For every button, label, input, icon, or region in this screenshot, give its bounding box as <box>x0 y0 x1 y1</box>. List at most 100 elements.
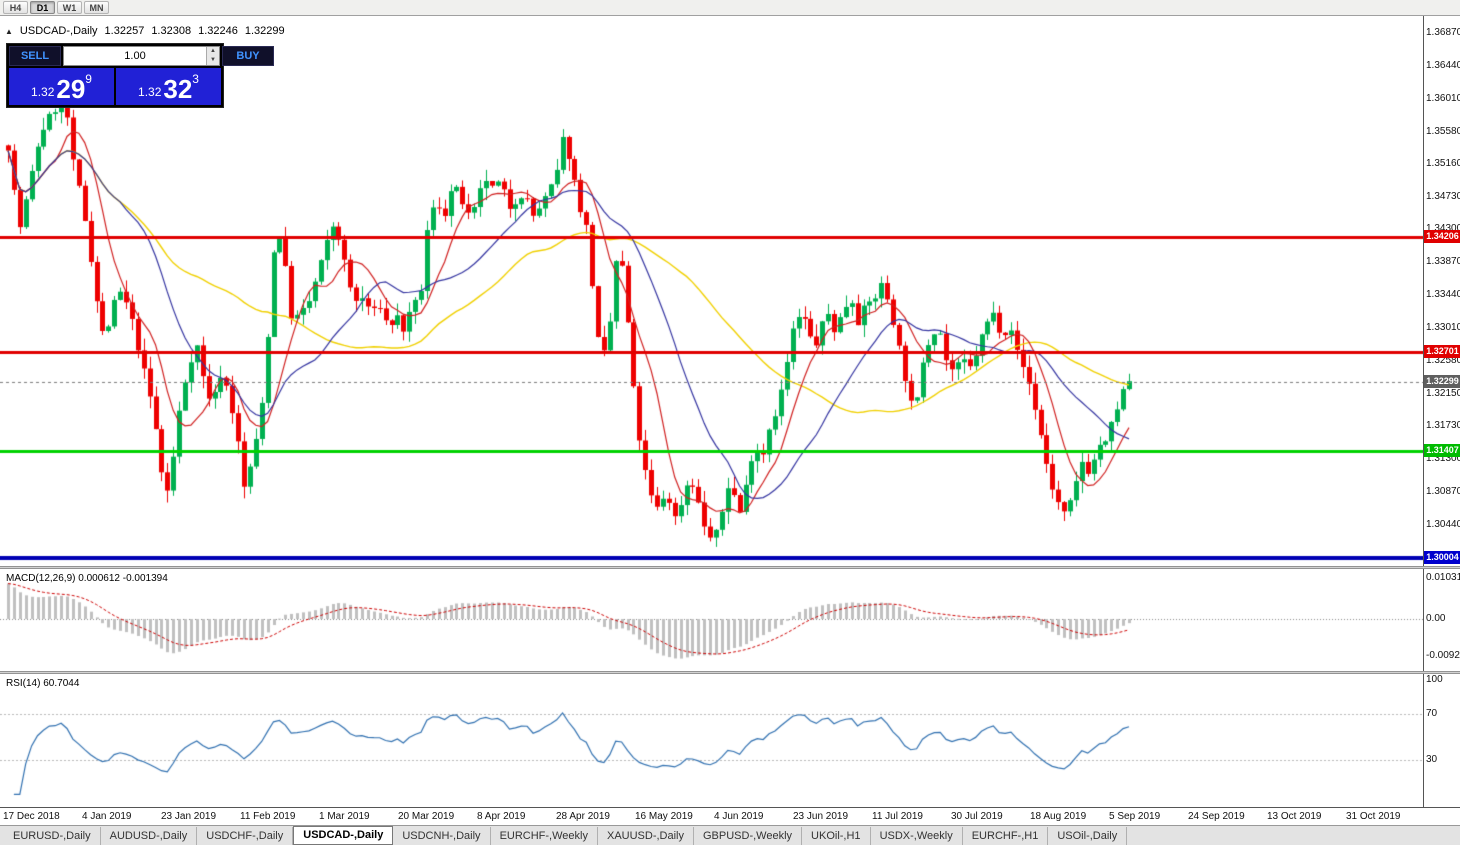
chart-tabs-bar: EURUSD-,Daily AUDUSD-,Daily USDCHF-,Daily U… <box>0 825 1460 845</box>
sell-button[interactable]: SELL <box>9 46 61 66</box>
price-tag-1.34206: 1.34206 <box>1424 229 1460 243</box>
chart-tab-usoil-daily[interactable]: USOil-,Daily <box>1048 826 1128 845</box>
price-axis-label: 1.30870 <box>1426 485 1460 497</box>
main-chart-panel: 1.36870 1.36440 1.36010 1.35580 1.35160 1.347… <box>0 16 1460 566</box>
chart-header: ▲ USDCAD-,Daily 1.32257 1.32308 1.32246 … <box>5 25 285 37</box>
price-axis-label: 1.34300 <box>1426 223 1460 235</box>
timeframe-toolbar: H4 D1 W1 MN <box>0 0 1460 16</box>
macd-panel: MACD(12,26,9) 0.000612 -0.001394 0.01031… <box>0 569 1460 671</box>
macd-label: MACD(12,26,9) 0.000612 -0.001394 <box>6 573 168 584</box>
price-axis-label: 1.35580 <box>1426 125 1460 137</box>
chart-tab-audusd-daily[interactable]: AUDUSD-,Daily <box>101 826 198 845</box>
ohlc-close: 1.32299 <box>244 25 285 37</box>
ohlc-high: 1.32308 <box>151 25 192 37</box>
chart-tab-usdcnh-daily[interactable]: USDCNH-,Daily <box>393 826 491 845</box>
date-axis-label: 11 Feb 2019 <box>240 811 296 822</box>
chart-tab-eurusd-daily[interactable]: EURUSD-,Daily <box>4 826 101 845</box>
price-axis[interactable]: 1.36870 1.36440 1.36010 1.35580 1.35160 1.347… <box>1423 16 1460 566</box>
collapse-subwindow-icon[interactable]: ▲ <box>5 26 13 36</box>
macd-axis-label: -0.009203 <box>1426 649 1460 661</box>
buy-price-big: 32 <box>163 74 193 104</box>
date-axis-label: 31 Oct 2019 <box>1346 811 1401 822</box>
ohlc-open: 1.32257 <box>104 25 145 37</box>
macd-canvas[interactable] <box>0 569 1423 671</box>
price-axis-label: 1.33010 <box>1426 322 1460 334</box>
trade-buttons-row: SELL ▲ ▼ BUY <box>9 46 274 66</box>
macd-axis-label: 0.010311 <box>1426 572 1460 583</box>
date-axis-label: 24 Sep 2019 <box>1188 811 1245 822</box>
volume-decrease-icon[interactable]: ▼ <box>207 56 219 65</box>
price-axis-label: 1.32580 <box>1426 354 1460 366</box>
date-axis-label: 16 May 2019 <box>635 811 693 822</box>
rsi-axis-label: 100 <box>1426 674 1443 685</box>
chart-tab-usdx-weekly[interactable]: USDX-,Weekly <box>871 826 963 845</box>
date-axis-label: 28 Apr 2019 <box>556 811 610 822</box>
price-axis-label: 1.36870 <box>1426 26 1460 38</box>
chart-tab-eurchf-h1[interactable]: EURCHF-,H1 <box>963 826 1049 845</box>
rsi-label: RSI(14) 60.7044 <box>6 678 80 689</box>
buy-button[interactable]: BUY <box>222 46 274 66</box>
sell-price-prefix: 1.32 <box>31 85 55 99</box>
macd-axis-label: 0.00 <box>1426 613 1446 624</box>
price-axis-label: 1.33440 <box>1426 289 1460 301</box>
price-axis-label: 1.36440 <box>1426 59 1460 71</box>
chart-region: 1.36870 1.36440 1.36010 1.35580 1.35160 1.347… <box>0 16 1460 825</box>
price-axis-label: 1.31730 <box>1426 419 1460 431</box>
price-axis-label: 1.36010 <box>1426 92 1460 104</box>
timeframe-mn-button[interactable]: MN <box>84 1 109 14</box>
date-axis-label: 23 Jun 2019 <box>793 811 849 822</box>
date-axis-label: 13 Oct 2019 <box>1267 811 1322 822</box>
chart-tab-gbpusd-weekly[interactable]: GBPUSD-,Weekly <box>694 826 803 845</box>
sell-price-pipette: 9 <box>85 72 92 86</box>
volume-increase-icon[interactable]: ▲ <box>207 47 219 56</box>
price-chart-canvas[interactable] <box>0 16 1423 566</box>
macd-axis[interactable]: 0.010311 0.00 -0.009203 <box>1423 569 1460 671</box>
macd-panel-resize-handle[interactable] <box>0 566 1460 569</box>
date-axis-label: 8 Apr 2019 <box>477 811 526 822</box>
symbol-label: USDCAD-,Daily <box>19 25 98 37</box>
price-tag-1.31407: 1.31407 <box>1424 443 1460 457</box>
date-axis-label: 20 Mar 2019 <box>398 811 455 822</box>
buy-price-pipette: 3 <box>192 72 199 86</box>
price-axis-label: 1.34730 <box>1426 190 1460 202</box>
timeframe-h4-button[interactable]: H4 <box>3 1 28 14</box>
price-axis-label: 1.31300 <box>1426 452 1460 464</box>
date-axis-label: 4 Jun 2019 <box>714 811 764 822</box>
date-axis-label: 30 Jul 2019 <box>951 811 1003 822</box>
ohlc-low: 1.32246 <box>198 25 238 37</box>
price-tag-1.32299: 1.32299 <box>1424 375 1460 389</box>
date-axis-label: 17 Dec 2018 <box>3 811 60 822</box>
chart-tab-usdchf-daily[interactable]: USDCHF-,Daily <box>197 826 294 845</box>
sell-price-display[interactable]: 1.32 29 9 <box>9 68 114 105</box>
price-tag-1.32701: 1.32701 <box>1424 344 1460 358</box>
timeframe-d1-button[interactable]: D1 <box>30 1 55 14</box>
timeframe-w1-button[interactable]: W1 <box>57 1 82 14</box>
rsi-axis[interactable]: 100 70 30 <box>1423 674 1460 807</box>
date-axis-label: 18 Aug 2019 <box>1030 811 1087 822</box>
rsi-panel: RSI(14) 60.7044 100 70 30 <box>0 674 1460 807</box>
rsi-axis-label: 70 <box>1426 708 1438 720</box>
one-click-trading-widget: SELL ▲ ▼ BUY 1.32299 1.323 <box>6 43 274 108</box>
chart-tab-ukoil-h1[interactable]: UKOil-,H1 <box>802 826 871 845</box>
rsi-panel-resize-handle[interactable] <box>0 671 1460 674</box>
volume-box: ▲ ▼ <box>63 46 220 66</box>
date-axis-label: 4 Jan 2019 <box>82 811 132 822</box>
chart-tab-usdcad-daily[interactable]: USDCAD-,Daily <box>293 826 394 845</box>
price-axis-label: 1.35160 <box>1426 157 1460 169</box>
volume-input[interactable] <box>64 47 206 65</box>
rsi-axis-label: 30 <box>1426 754 1438 765</box>
sell-price-big: 29 <box>56 74 86 104</box>
rsi-canvas[interactable] <box>0 674 1423 807</box>
price-axis-label: 1.33870 <box>1426 256 1460 268</box>
chart-tab-xauusd-daily[interactable]: XAUUSD-,Daily <box>598 826 694 845</box>
date-axis-label: 5 Sep 2019 <box>1109 811 1161 822</box>
date-axis[interactable]: 17 Dec 2018 4 Jan 2019 23 Jan 2019 11 Feb 2… <box>0 807 1460 825</box>
date-axis-label: 11 Jul 2019 <box>872 811 923 822</box>
price-axis-label: 1.30440 <box>1426 518 1460 530</box>
buy-price-display[interactable]: 1.32 32 3 <box>116 68 221 105</box>
buy-price-prefix: 1.32 <box>138 85 162 99</box>
volume-spinner: ▲ ▼ <box>206 47 219 65</box>
chart-tab-eurchf-weekly[interactable]: EURCHF-,Weekly <box>491 826 598 845</box>
price-tag-1.30004: 1.30004 <box>1424 550 1460 564</box>
